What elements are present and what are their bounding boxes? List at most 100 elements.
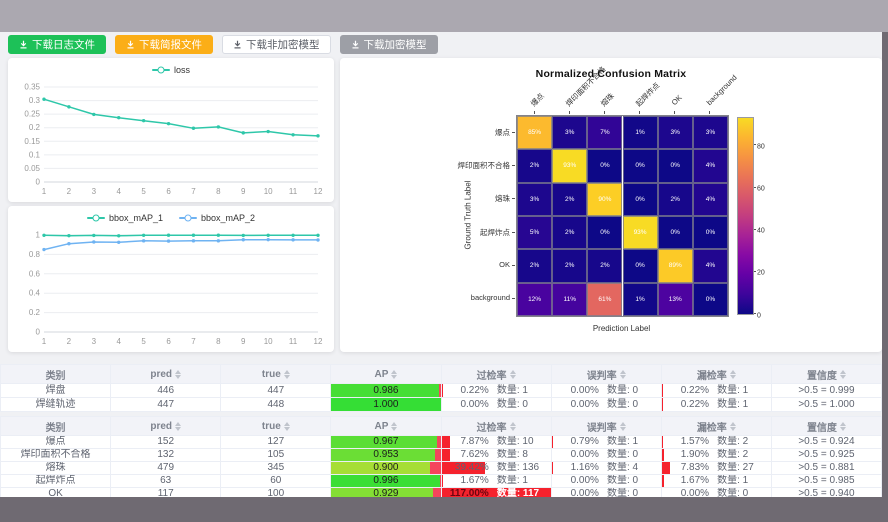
colorbar-tick-label: 0 [757,312,761,319]
matrix-row-label: background [470,293,510,303]
rate-count: 数量: 10 [496,436,534,448]
sort-caret-icon [619,421,626,431]
misjudge-cell: 0.00% 数量: 0 [550,383,662,398]
button-label: 下载简报文件 [139,39,202,51]
col-true-header[interactable]: true [220,364,332,384]
col-miss-rate-header[interactable]: 漏检率 [660,364,772,384]
legend-item-loss[interactable]: loss [151,65,190,75]
header-label: AP [374,368,389,380]
matrix-cell: 3% [517,182,553,216]
svg-text:0.35: 0.35 [24,83,40,92]
col-misjudge-rate-header[interactable]: 误判率 [550,364,662,384]
pred-count-cell: 152 [110,435,222,449]
sort-caret-icon [175,369,182,379]
ap-cell: 0.900 [330,461,442,475]
svg-text:0.6: 0.6 [29,269,41,278]
col-pred-header[interactable]: pred [110,364,222,384]
col-misjudge-rate-header[interactable]: 误判率 [550,416,662,436]
ap-bar [331,449,436,461]
svg-text:8: 8 [216,187,221,196]
rate-percent: 1.90% [680,449,710,461]
rate-bar [552,436,553,448]
download-report-file-button[interactable]: 下载简报文件 [115,35,213,54]
svg-text:0.4: 0.4 [29,289,41,298]
header-label: 误判率 [586,370,617,382]
misjudge-cell: 0.00% 数量: 0 [550,487,662,498]
download-encrypted-model-button[interactable]: 下载加密模型 [339,35,438,54]
svg-text:2: 2 [67,337,72,346]
rate-count: 数量: 0 [606,488,639,498]
svg-text:9: 9 [241,337,246,346]
true-count-cell: 447 [220,383,332,398]
rate-count: 数量: 1 [606,436,639,448]
true-count-cell: 127 [220,435,332,449]
rate-percent: 0.00% [570,399,599,410]
download-log-file-button[interactable]: 下载日志文件 [8,35,106,54]
confidence-cell: >0.5 = 0.940 [770,487,882,497]
col-over-rate-header[interactable]: 过检率 [440,416,552,436]
header-label: 置信度 [806,370,837,382]
matrix-row-label: 爆点 [495,127,510,137]
misjudge-cell: 0.00% 数量: 0 [550,448,662,462]
table-row: 爆点 152 127 0.967 7.87% 数量: 10 0.79% 数量: 1 1.57% 数… [0,435,882,449]
matrix-cell: 2% [552,182,588,216]
sort-caret-icon [175,421,182,431]
matrix-tick [512,298,515,300]
matrix-col-label: 熔珠 [598,91,616,109]
rate-bar [662,475,664,487]
svg-text:7: 7 [191,187,196,196]
svg-text:1: 1 [42,337,47,346]
col-over-rate-header[interactable]: 过检率 [440,364,552,384]
legend-item-bbox_mAP_1[interactable]: bbox_mAP_1 [86,213,163,223]
download-unencrypted-model-button[interactable]: 下载非加密模型 [222,35,331,54]
rate-percent: 0.00% [680,488,710,498]
svg-text:10: 10 [264,337,273,346]
loss-chart-legend: loss [8,58,334,78]
confidence-cell: >0.5 = 0.999 [770,383,882,398]
col-ap-header[interactable]: AP [330,364,442,384]
matrix-cell: 11% [552,282,588,316]
rate-bar [442,488,551,497]
matrix-cell: 2% [552,216,588,250]
rate-percent: 0.79% [570,436,599,448]
col-confidence-header[interactable]: 置信度 [770,364,882,384]
matrix-cell: 1% [622,282,658,316]
class-name-cell: 焊盘 [0,383,112,398]
legend-item-bbox_mAP_2[interactable]: bbox_mAP_2 [179,213,255,223]
matrix-cell: 2% [517,149,553,183]
table-row: OK 117 100 0.929 117.00% 数量: 117 0.00% 数量: 0 0.0… [0,487,882,498]
svg-text:6: 6 [166,337,171,346]
colorbar-tick [753,270,756,272]
colorbar-tick [753,186,756,188]
button-label: 下载非加密模型 [246,39,320,51]
ap-bar [331,398,440,411]
col-confidence-header[interactable]: 置信度 [770,416,882,436]
rate-count: 数量: 0 [717,488,749,498]
rate-percent: 7.62% [460,449,489,461]
col-true-header[interactable]: true [220,416,332,436]
matrix-cell: 2% [587,249,623,283]
ap-cell: 0.929 [330,487,442,497]
matrix-cell: 0% [587,216,623,250]
miss-detect-cell: 1.90% 数量: 2 [660,448,772,462]
download-icon [234,40,241,49]
rate-bar [442,462,485,474]
col-miss-rate-header[interactable]: 漏检率 [660,416,772,436]
svg-text:1: 1 [36,231,41,240]
header-label: 置信度 [806,422,837,434]
confidence-cell: >0.5 = 0.881 [770,461,882,475]
colorbar-tick [753,313,756,314]
matrix-tick [639,111,641,114]
col-ap-header[interactable]: AP [330,416,442,436]
miss-detect-cell: 1.57% 数量: 2 [660,435,772,449]
ap-bar [331,488,433,497]
matrix-cell: 5% [517,216,553,250]
svg-text:8: 8 [216,337,221,346]
svg-text:11: 11 [289,187,298,196]
button-label: 下载日志文件 [32,39,95,51]
class-name-cell: 焊印面积不合格 [0,448,112,462]
matrix-cell: 3% [692,116,728,150]
ap-cell: 0.953 [330,448,442,462]
col-pred-header[interactable]: pred [110,416,222,436]
